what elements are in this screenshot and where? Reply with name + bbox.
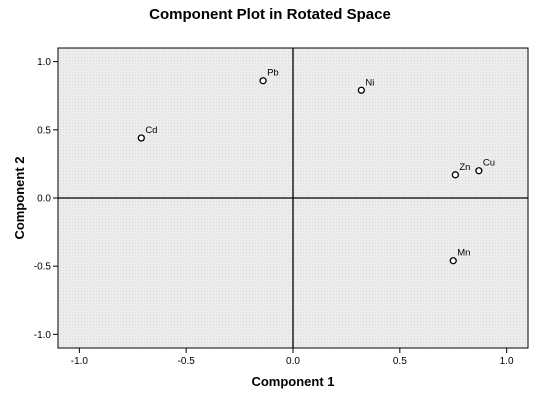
data-points: Pb Cd Ni Zn Cu Mn	[137, 68, 495, 265]
point-label-zn: Zn	[459, 162, 470, 173]
point-label-mn: Mn	[457, 248, 470, 259]
reference-lines	[58, 48, 528, 348]
y-axis-title: Component 2	[12, 156, 27, 239]
point-label-cu: Cu	[483, 158, 495, 169]
y-axis-ticks: -1.0 -0.5 0.0 0.5 1.0	[34, 57, 58, 341]
y-tick-label: 0.5	[37, 125, 51, 136]
point-label-ni: Ni	[365, 77, 374, 88]
data-point-ni	[357, 86, 366, 94]
data-point-pb	[259, 77, 267, 85]
data-point-cd	[137, 134, 145, 142]
x-axis-title: Component 1	[251, 374, 334, 389]
x-tick-label: -0.5	[178, 356, 196, 367]
y-tick-label: 0.0	[37, 194, 51, 205]
point-label-cd: Cd	[145, 125, 157, 136]
x-axis-ticks: -1.0 -0.5 0.0 0.5 1.0	[71, 348, 514, 367]
x-tick-label: 0.0	[286, 356, 300, 367]
y-tick-label: 1.0	[37, 57, 51, 68]
data-point-cu	[475, 167, 483, 175]
x-tick-label: 0.5	[393, 356, 407, 367]
x-tick-label: -1.0	[71, 356, 89, 367]
data-point-zn	[451, 171, 460, 179]
point-label-pb: Pb	[267, 68, 279, 79]
chart-title: Component Plot in Rotated Space	[149, 6, 391, 23]
data-point-mn	[449, 257, 457, 265]
y-tick-label: -1.0	[34, 330, 52, 341]
x-tick-label: 1.0	[500, 356, 514, 367]
y-tick-label: -0.5	[34, 262, 52, 273]
